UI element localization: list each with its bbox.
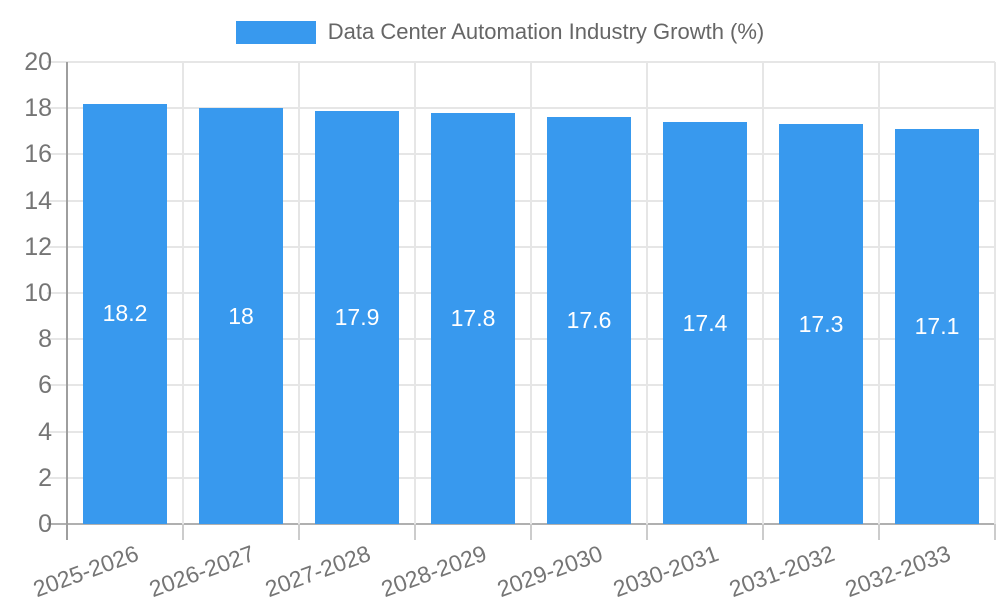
y-gridline [47,384,995,387]
bar[interactable]: 18.2 [83,103,167,524]
y-tick-label: 12 [24,232,52,261]
bar-value-label: 17.9 [334,303,380,330]
y-gridline [47,153,995,156]
x-axis-tick [646,524,648,540]
bar[interactable]: 17.1 [895,128,979,524]
x-gridline [762,62,764,524]
bar-value-label: 18 [228,302,254,329]
y-tick-label: 20 [24,48,52,76]
x-gridline [530,62,532,524]
y-gridline [47,107,995,110]
x-axis-tick [298,524,300,540]
bar[interactable]: 17.4 [663,122,747,524]
bar-value-label: 18.2 [102,300,148,327]
bar-value-label: 17.8 [450,304,496,331]
x-tick-label: 2031-2032 [725,540,838,600]
x-gridline [414,62,416,524]
x-axis-tick [762,524,764,540]
y-gridline [47,61,995,63]
legend-swatch-icon [235,20,316,44]
y-tick-label: 2 [38,463,52,492]
y-tick-label: 14 [24,186,52,215]
x-axis-baseline [47,523,995,525]
y-tick-label: 0 [38,510,52,538]
y-gridline [47,245,995,248]
x-gridline [994,62,996,524]
x-tick-label: 2030-2031 [609,540,722,600]
x-gridline [182,62,184,524]
bar[interactable]: 17.3 [779,124,863,524]
y-tick-label: 10 [24,279,52,307]
x-tick-label: 2027-2028 [261,540,374,600]
x-axis-tick [878,524,880,540]
bar-value-label: 17.4 [682,309,728,336]
bar-value-label: 17.1 [914,312,960,339]
y-tick-label: 8 [38,325,52,354]
chart-title: Data Center Automation Industry Growth (… [327,19,765,44]
bar[interactable]: 17.8 [431,112,515,524]
x-axis-tick [182,524,184,540]
y-tick-label: 6 [38,371,52,400]
x-axis-tick [994,524,996,540]
y-gridline [47,338,995,341]
y-gridline [47,292,995,294]
x-axis-tick [530,524,532,540]
bar[interactable]: 17.9 [315,110,399,524]
x-tick-label: 2026-2027 [145,540,258,600]
bar[interactable]: 17.6 [547,117,631,524]
y-tick-label: 18 [24,94,52,123]
y-gridline [47,199,995,202]
x-tick-label: 2029-2030 [493,540,606,600]
x-gridline [646,62,648,524]
x-tick-label: 2028-2029 [377,540,490,600]
x-tick-label: 2025-2026 [29,540,142,600]
x-gridline [878,62,880,524]
y-tick-label: 4 [38,417,52,446]
chart-legend[interactable]: Data Center Automation Industry Growth (… [0,19,1000,45]
bar-value-label: 17.6 [566,307,612,334]
x-gridline [298,62,300,524]
y-gridline [47,476,995,479]
bar[interactable]: 18 [199,108,283,524]
y-axis-line [66,62,68,540]
y-tick-label: 16 [24,140,52,169]
x-tick-label: 2032-2033 [841,540,954,600]
x-axis-tick [414,524,416,540]
bar-value-label: 17.3 [798,310,844,337]
y-gridline [47,430,995,433]
